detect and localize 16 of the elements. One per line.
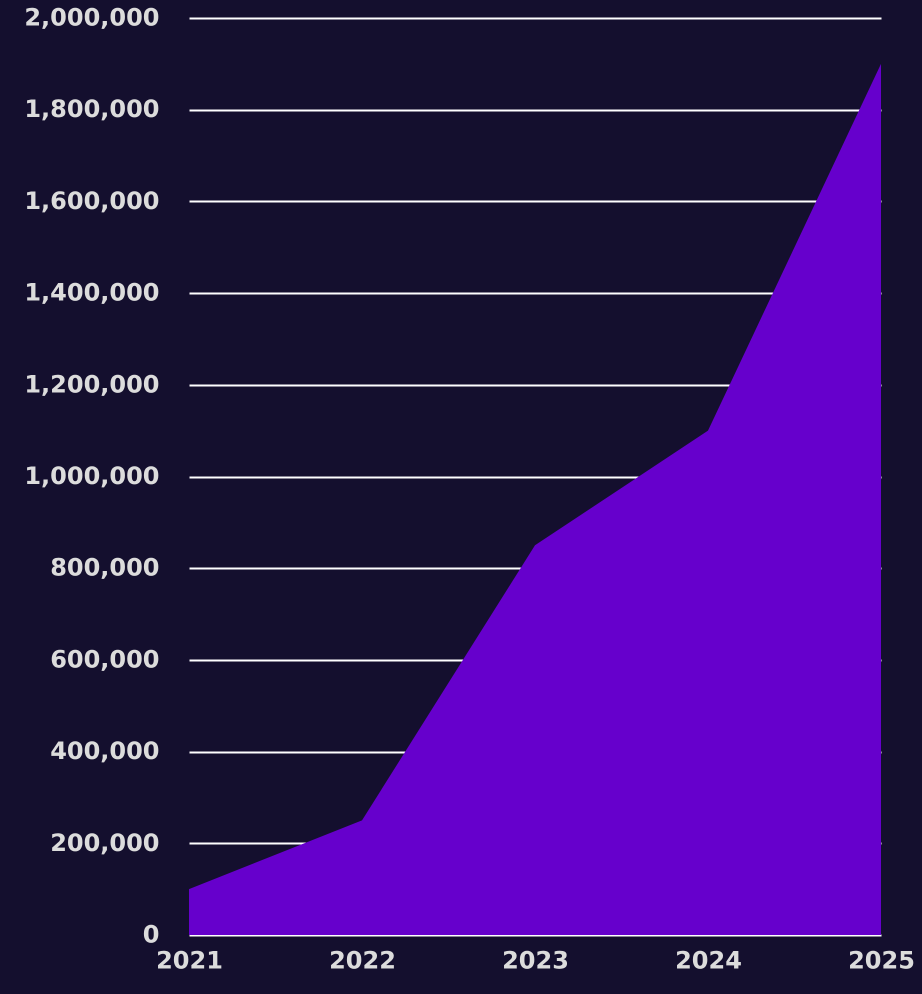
y-tick-label: 200,000 xyxy=(50,828,160,857)
y-tick-label: 400,000 xyxy=(50,737,160,766)
x-tick-label: 2025 xyxy=(848,946,915,974)
y-tick-label: 1,200,000 xyxy=(24,370,160,398)
y-tick-label: 1,000,000 xyxy=(24,462,160,490)
y-tick-label: 1,400,000 xyxy=(24,278,160,307)
y-tick-label: 1,800,000 xyxy=(24,95,160,124)
x-tick-label: 2022 xyxy=(329,946,396,974)
y-tick-label: 600,000 xyxy=(50,645,160,674)
x-tick-label: 2023 xyxy=(502,946,569,974)
x-tick-label: 2024 xyxy=(675,946,742,974)
x-tick-label: 2021 xyxy=(156,946,223,974)
y-tick-label: 0 xyxy=(142,920,160,948)
y-tick-label: 2,000,000 xyxy=(24,4,160,32)
y-tick-label: 800,000 xyxy=(50,554,160,582)
y-tick-label: 1,600,000 xyxy=(24,186,160,215)
